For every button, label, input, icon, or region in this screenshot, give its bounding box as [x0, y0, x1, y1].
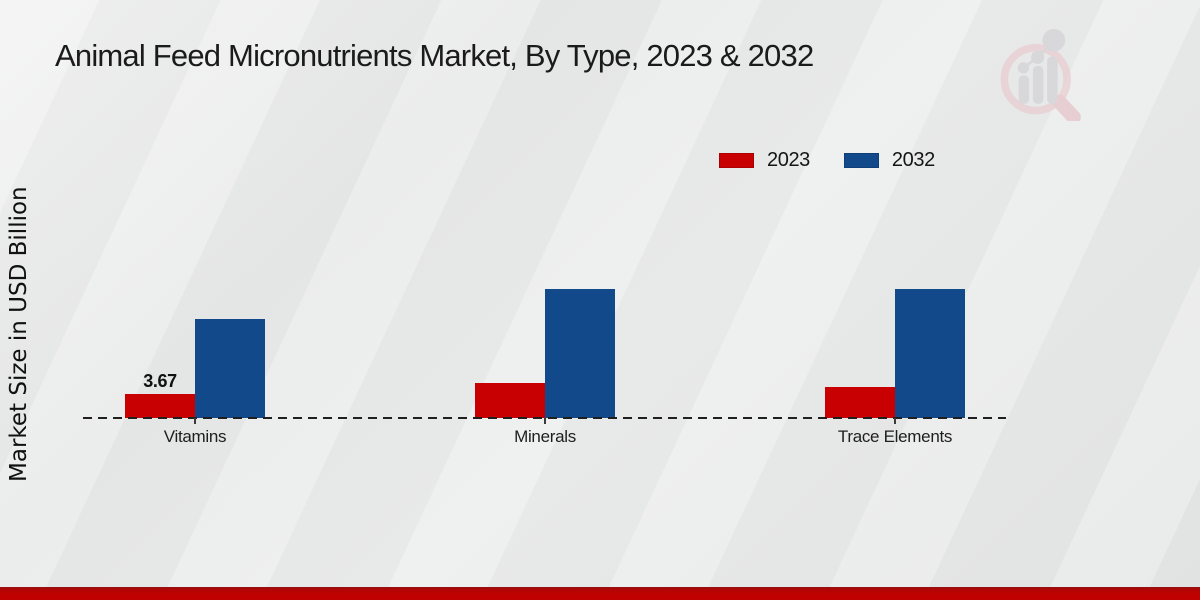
bar-2032-trace-elements	[895, 289, 965, 418]
footer-band	[0, 587, 1200, 600]
category-label-minerals: Minerals	[514, 427, 576, 446]
bar-2023-minerals	[475, 383, 545, 418]
category-label-trace-elements: Trace Elements	[837, 427, 953, 446]
market-research-future-logo-icon	[1000, 28, 1081, 121]
legend: 2023 2032	[719, 149, 935, 172]
bar-2032-minerals	[545, 289, 615, 418]
x-axis-tick	[894, 418, 896, 424]
legend-swatch-2023	[719, 153, 754, 168]
x-axis-tick	[194, 418, 196, 424]
x-axis-tick	[544, 418, 546, 424]
category-label-vitamins: Vitamins	[163, 427, 227, 446]
bar-2032-vitamins	[195, 319, 265, 418]
bar-2023-trace-elements	[825, 387, 895, 418]
legend-swatch-2032	[843, 153, 879, 168]
legend-label-2032: 2032	[891, 149, 935, 171]
legend-label-2023: 2023	[767, 149, 810, 171]
chart-title: Animal Feed Micronutrients Market, By Ty…	[55, 38, 814, 73]
data-label-2023-vitamins: 3.67	[143, 371, 177, 391]
bar-2023-vitamins	[125, 394, 195, 418]
